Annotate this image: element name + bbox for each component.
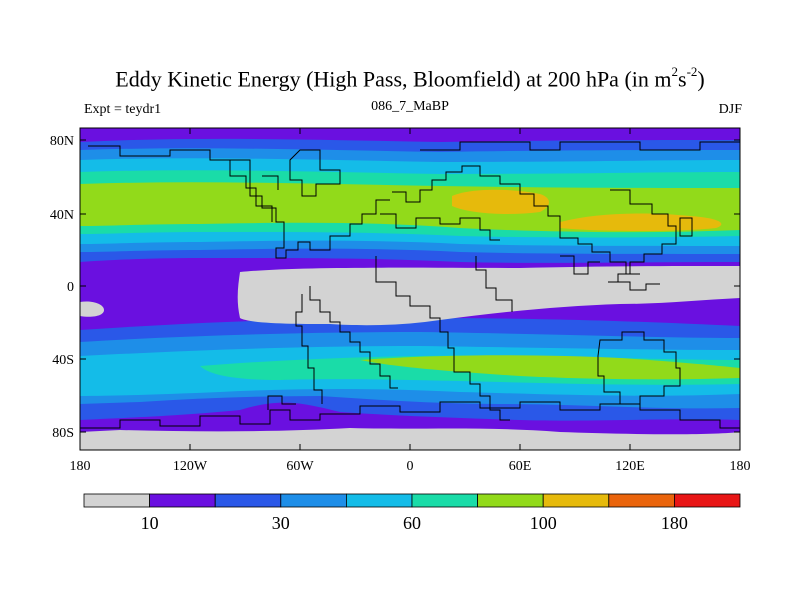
colorbar-label: 180: [661, 513, 688, 533]
x-tick-label: 60E: [509, 459, 532, 474]
y-tick-label: 80N: [50, 134, 74, 149]
max-atlantic-europe: [452, 189, 549, 214]
colorbar-box: [345, 493, 413, 508]
coast-india: [560, 255, 600, 275]
coast-australia: [597, 331, 681, 405]
coast-asia-east: [608, 189, 677, 283]
season-label: DJF: [718, 102, 742, 117]
x-tick-label: 120E: [615, 459, 645, 474]
colorbar-labels: 10 30 60 100 180: [141, 513, 688, 533]
colorbar-label: 100: [530, 513, 557, 533]
experiment-label: Expt = teydr1: [84, 102, 162, 117]
x-tick-label: 120W: [173, 459, 208, 474]
colorbar-label: 10: [141, 513, 159, 533]
coast-indonesia: [610, 281, 660, 291]
colorbar-box: [608, 493, 675, 508]
y-tick-label: 80S: [52, 426, 74, 441]
y-tick-label: 0: [67, 280, 74, 295]
colorbar-box: [280, 493, 347, 508]
map-subtitle: 086_7_MaBP: [371, 99, 449, 114]
coast-south-america-west: [295, 294, 323, 404]
coast-eurasia-north: [420, 141, 740, 151]
colorbar-box: [214, 493, 282, 508]
coast-europe: [392, 165, 640, 275]
band-lime-south: [360, 355, 740, 380]
coast-south-america: [309, 286, 398, 389]
coast-japan: [679, 217, 693, 237]
y-tick-label: 40N: [50, 208, 74, 223]
min-gray-west: [80, 301, 104, 317]
colorbar-label: 30: [272, 513, 290, 533]
colorbar-box: [542, 493, 610, 508]
axis-ticks: [79, 128, 741, 450]
coast-africa: [375, 256, 510, 421]
coast-greenland: [289, 149, 341, 197]
colorbar: [83, 493, 741, 508]
colorbar-box: [674, 493, 741, 508]
coast-antarctic-peninsula: [267, 395, 296, 410]
coastlines: [80, 141, 740, 429]
colorbar-box: [477, 493, 544, 508]
axis-tick-labels: 180 120W 60W 0 60E 120E 180 80N 40N 0 40S 80S: [50, 134, 751, 474]
y-tick-label: 40S: [52, 353, 74, 368]
x-tick-label: 60W: [286, 459, 314, 474]
min-tropical-gray: [237, 266, 740, 326]
coast-africa-east: [475, 256, 513, 312]
colorbar-box: [83, 493, 150, 508]
coast-mediterranean: [380, 213, 500, 241]
x-tick-label: 0: [407, 459, 414, 474]
colorbar-box: [411, 493, 478, 508]
x-tick-label: 180: [730, 459, 751, 474]
colorbar-label: 60: [403, 513, 421, 533]
coast-north-america: [88, 145, 390, 259]
map-title: Eddy Kinetic Energy (High Pass, Bloomfie…: [115, 64, 705, 92]
coast-antarctica: [80, 401, 740, 429]
south-pole-gray: [80, 434, 740, 450]
eke-field: [80, 128, 740, 450]
x-tick-label: 180: [70, 459, 91, 474]
coast-hudson: [229, 160, 279, 222]
colorbar-box: [149, 493, 216, 508]
